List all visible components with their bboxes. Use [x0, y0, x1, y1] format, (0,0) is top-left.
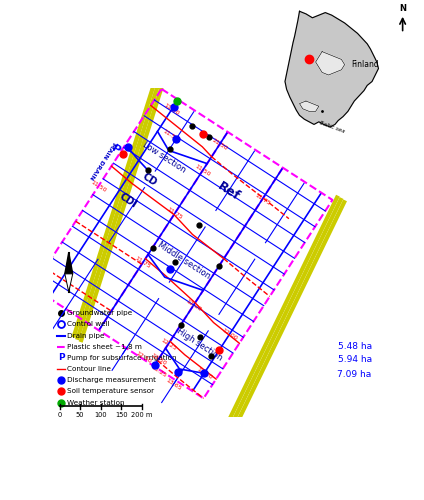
Text: MAIN DRAIN: MAIN DRAIN [89, 140, 117, 180]
Text: 5.94 ha: 5.94 ha [338, 355, 372, 364]
Polygon shape [315, 52, 345, 75]
Text: Control well: Control well [67, 322, 109, 328]
Text: 7.09 ha: 7.09 ha [338, 370, 372, 379]
Text: Drain pipe: Drain pipe [67, 332, 104, 338]
Text: 11.50: 11.50 [162, 129, 179, 142]
Text: 11.50: 11.50 [194, 164, 211, 177]
Polygon shape [285, 12, 379, 127]
Text: CD: CD [141, 171, 159, 188]
Text: 11.50: 11.50 [163, 102, 181, 116]
Text: 11.75: 11.75 [254, 192, 271, 206]
Text: Low section: Low section [141, 140, 187, 174]
Text: 12.00: 12.00 [220, 328, 238, 342]
Text: 12.25: 12.25 [159, 337, 177, 351]
Text: Plastic sheet ~1.8 m: Plastic sheet ~1.8 m [67, 344, 142, 350]
Text: 150: 150 [115, 412, 128, 418]
Text: Soil temperature sensor: Soil temperature sensor [67, 388, 154, 394]
Text: Discharge measurement: Discharge measurement [67, 378, 156, 384]
Text: 12.50: 12.50 [195, 366, 213, 380]
Text: 50: 50 [76, 412, 84, 418]
Text: N: N [399, 4, 406, 13]
Text: P: P [58, 354, 64, 362]
Polygon shape [65, 274, 73, 292]
Text: 200 m: 200 m [131, 412, 152, 418]
Text: 13.25: 13.25 [150, 364, 167, 378]
Text: 11.50: 11.50 [89, 180, 107, 194]
Text: 11.75: 11.75 [166, 206, 184, 220]
Text: 11.75: 11.75 [134, 256, 151, 270]
Text: 5.48 ha: 5.48 ha [338, 342, 372, 350]
Polygon shape [299, 101, 319, 112]
Text: Contour line: Contour line [67, 366, 111, 372]
Text: Groundwater pipe: Groundwater pipe [67, 310, 132, 316]
Text: Finland: Finland [351, 60, 379, 69]
Text: Ref: Ref [215, 180, 242, 203]
Polygon shape [65, 252, 73, 274]
Text: 100: 100 [94, 412, 107, 418]
Text: 12.00: 12.00 [184, 298, 202, 312]
Text: 12.50: 12.50 [150, 352, 167, 366]
Text: Middle section: Middle section [156, 240, 212, 281]
Text: P: P [110, 144, 123, 156]
Text: 21.50: 21.50 [211, 138, 229, 151]
Text: High section: High section [175, 326, 224, 362]
Text: Baltic sea: Baltic sea [318, 120, 345, 134]
Text: CDI: CDI [118, 192, 139, 210]
Text: 12.50: 12.50 [135, 350, 153, 364]
Text: Weather station: Weather station [67, 400, 124, 406]
Text: 13.65: 13.65 [165, 378, 182, 392]
Text: 0: 0 [57, 412, 62, 418]
Text: Pump for subsurface irrigation: Pump for subsurface irrigation [67, 355, 176, 361]
